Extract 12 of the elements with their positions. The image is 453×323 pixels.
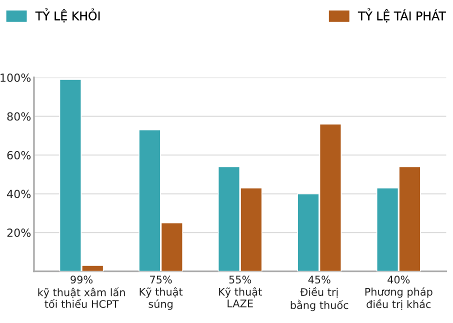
x-tick-label: 40% Phương pháp điều trị khác [365, 276, 432, 310]
y-tick-label: 20% [7, 228, 31, 237]
x-tick-label: 55% Kỹ thuật LAZE [219, 276, 262, 308]
x-tick-label: 75% Kỹ thuật súng [140, 276, 183, 310]
x-tick-label: 45% Điều trị bằng thuốc [290, 276, 348, 312]
legend-label: TỶ LỆ TÁI PHÁT [358, 8, 446, 22]
y-tick-label: 80% [7, 112, 31, 121]
y-tick-label: 60% [7, 151, 31, 160]
y-tick-label: 100% [0, 73, 31, 82]
legend-label: TỶ LỆ KHỎI [35, 8, 100, 22]
x-tick-label: 99% kỹ thuật xâm lấn tối thiểu HCPT [38, 276, 125, 308]
y-tick-label: 40% [7, 190, 31, 198]
